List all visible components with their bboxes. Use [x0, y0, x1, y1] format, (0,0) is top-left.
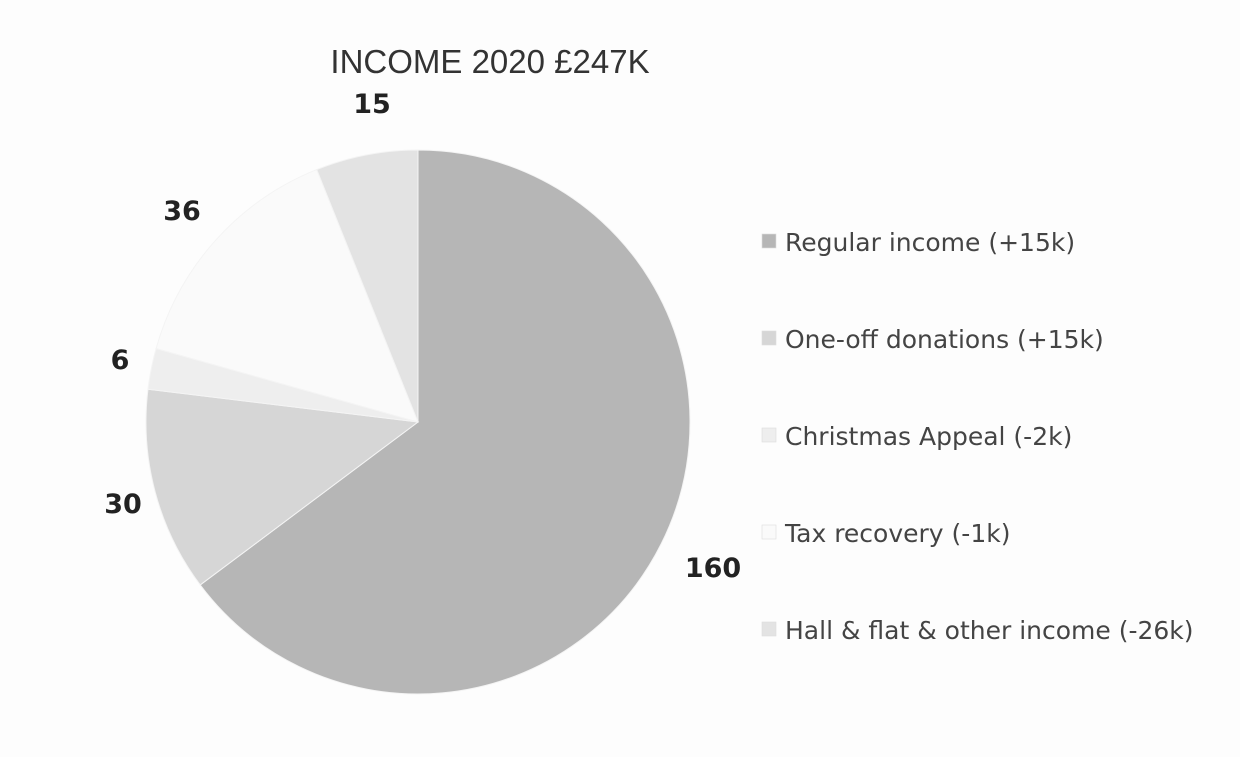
legend-label: Christmas Appeal (-2k) — [785, 422, 1072, 451]
legend-label: Regular income (+15k) — [785, 228, 1075, 257]
data-label: 6 — [111, 345, 130, 376]
pie-slice — [316, 149, 419, 423]
pie-slices — [145, 149, 691, 695]
legend-swatch — [761, 233, 777, 249]
data-label: 30 — [104, 489, 142, 520]
data-label: 15 — [353, 89, 391, 120]
pie-value-labels: 160 30 6 36 15 — [104, 89, 741, 584]
pie-slice — [145, 388, 420, 586]
data-label: 36 — [163, 196, 201, 227]
legend-swatch — [761, 621, 777, 637]
chart-title: INCOME 2020 £247K — [330, 43, 649, 80]
pie-slice — [155, 168, 419, 423]
legend-swatch — [761, 427, 777, 443]
legend-label: Hall & flat & other income (-26k) — [785, 616, 1194, 645]
legend-swatch — [761, 330, 777, 346]
pie-slice — [199, 149, 691, 695]
chart-legend: Regular income (+15k) One-off donations (… — [761, 228, 1194, 645]
legend-label: Tax recovery (-1k) — [784, 519, 1010, 548]
data-label: 160 — [685, 553, 741, 584]
legend-label: One-off donations (+15k) — [785, 325, 1104, 354]
legend-swatch — [761, 524, 777, 540]
